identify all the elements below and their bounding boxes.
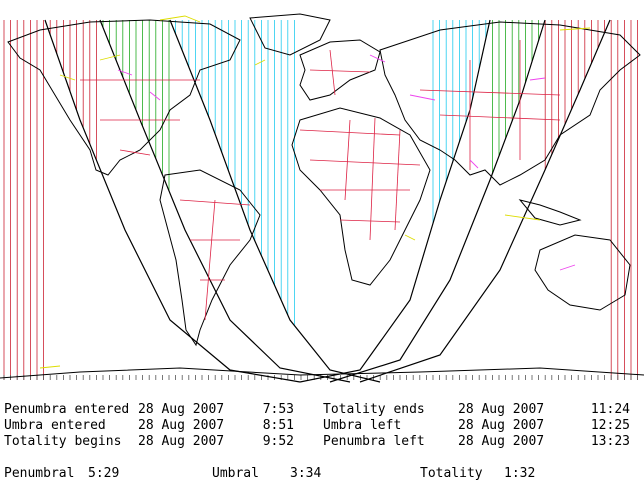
country-border (309, 159, 421, 166)
country-border (309, 69, 371, 73)
duration-totality-value: 1:32 (504, 466, 536, 481)
continent-outlines (0, 13, 644, 379)
event-label-penumbra-entered: Penumbra entered (4, 402, 130, 417)
event-time-umbra-entered: 8:51 (262, 418, 294, 433)
event-label-umbra-left: Umbra left (323, 418, 402, 433)
event-date-umbra-left: 28 Aug 2007 (458, 418, 545, 433)
event-time-penumbra-entered: 7:53 (262, 402, 294, 417)
lake-or-river (159, 15, 201, 23)
event-time-penumbra-left: 13:23 (590, 434, 630, 449)
event-date-penumbra-entered: 28 Aug 2007 (138, 402, 225, 417)
europe-outline (299, 39, 381, 101)
duration-totality-label: Totality (420, 466, 483, 481)
duration-umbral-value: 3:34 (290, 466, 322, 481)
state-border (117, 69, 133, 76)
lake-or-river (254, 59, 266, 66)
state-border (559, 264, 576, 271)
south-america-outline (159, 169, 261, 347)
state-border (149, 91, 161, 101)
event-date-totality-ends: 28 Aug 2007 (458, 402, 545, 417)
event-time-totality-begins: 9:52 (262, 434, 294, 449)
lakes-and-rivers (39, 15, 591, 369)
event-time-umbra-left: 12:25 (590, 418, 630, 433)
country-borders (80, 40, 561, 321)
duration-penumbral-label: Penumbral (4, 466, 75, 481)
indonesia-outline (518, 199, 582, 226)
event-label-totality-ends: Totality ends (323, 402, 425, 417)
penumbra-left-curve (359, 19, 611, 383)
event-label-totality-begins: Totality begins (4, 434, 122, 449)
country-border (299, 129, 401, 136)
country-border (419, 89, 561, 96)
event-label-penumbra-left: Penumbra left (323, 434, 425, 449)
north-america-outline (7, 19, 241, 176)
country-border (394, 129, 401, 231)
state-border (529, 77, 546, 81)
state-border (409, 94, 436, 101)
lake-or-river (99, 54, 121, 61)
umbra-left-curve (329, 19, 546, 383)
lake-or-river (504, 214, 541, 221)
lake-or-river (59, 74, 76, 81)
lake-or-river (404, 234, 416, 241)
country-border (329, 49, 336, 96)
lake-or-river (39, 365, 61, 369)
event-date-totality-begins: 28 Aug 2007 (138, 434, 225, 449)
state-borders (117, 54, 576, 271)
country-border (439, 114, 561, 121)
event-label-umbra-entered: Umbra entered (4, 418, 106, 433)
state-border (369, 54, 386, 63)
asia-outline (379, 21, 641, 186)
event-date-umbra-entered: 28 Aug 2007 (138, 418, 225, 433)
country-border (204, 199, 216, 321)
umbra-entered-curve (99, 19, 351, 383)
duration-umbral-label: Umbral (212, 466, 259, 481)
country-border (119, 149, 151, 156)
totality-ends-curve (299, 19, 491, 383)
totality-begins-curve (169, 19, 381, 383)
lake-or-river (559, 27, 591, 31)
australia-outline (534, 234, 631, 311)
eclipse-visibility-map (0, 13, 644, 383)
country-border (339, 219, 401, 223)
antarctica-outline (0, 367, 644, 379)
africa-outline (291, 107, 431, 286)
state-border (469, 159, 479, 169)
duration-penumbral-value: 5:29 (88, 466, 120, 481)
country-border (344, 119, 351, 201)
event-time-totality-ends: 11:24 (590, 402, 630, 417)
event-date-penumbra-left: 28 Aug 2007 (458, 434, 545, 449)
country-border (369, 117, 376, 241)
greenland-outline (249, 13, 331, 56)
